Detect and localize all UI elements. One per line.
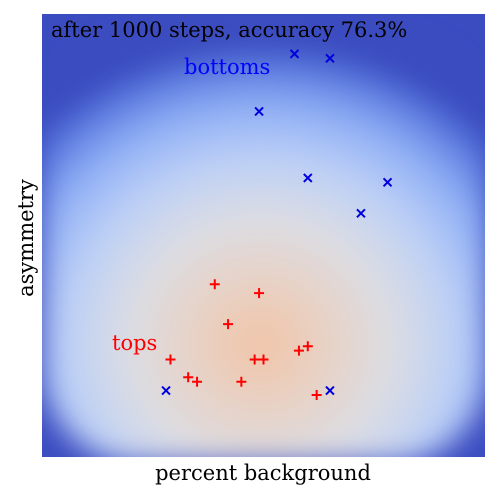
marker-x-point: [303, 173, 313, 183]
marker-plus-point: [165, 354, 176, 365]
marker-x-point: [161, 385, 171, 396]
marker-plus-point: [311, 389, 322, 400]
marker-plus-point: [254, 288, 265, 299]
marker-plus-point: [258, 354, 269, 365]
annotation-bottoms: bottoms: [184, 55, 270, 79]
marker-plus-point: [209, 279, 220, 290]
marker-plus-point: [293, 345, 304, 356]
marker-x-point: [325, 53, 335, 64]
chart-marks: [161, 49, 393, 400]
marker-x-point: [382, 177, 393, 188]
annotation-tops: tops: [112, 331, 157, 355]
marker-x-point: [356, 208, 366, 219]
plot-area: [42, 14, 485, 457]
x-axis-label: percent background: [155, 461, 371, 485]
marker-x-point: [289, 49, 300, 59]
marker-plus-point: [223, 319, 234, 330]
marker-plus-point: [192, 376, 203, 387]
marker-plus-point: [302, 341, 313, 352]
marker-x-point: [254, 106, 264, 117]
marker-x-point: [325, 385, 335, 396]
marker-plus-point: [236, 376, 247, 387]
chart-title: after 1000 steps, accuracy 76.3%: [51, 18, 407, 42]
marker-plus-point: [249, 354, 260, 365]
marker-plus-point: [183, 372, 194, 383]
heatmap-field: [42, 38, 485, 457]
y-axis-label: asymmetry: [14, 179, 38, 297]
